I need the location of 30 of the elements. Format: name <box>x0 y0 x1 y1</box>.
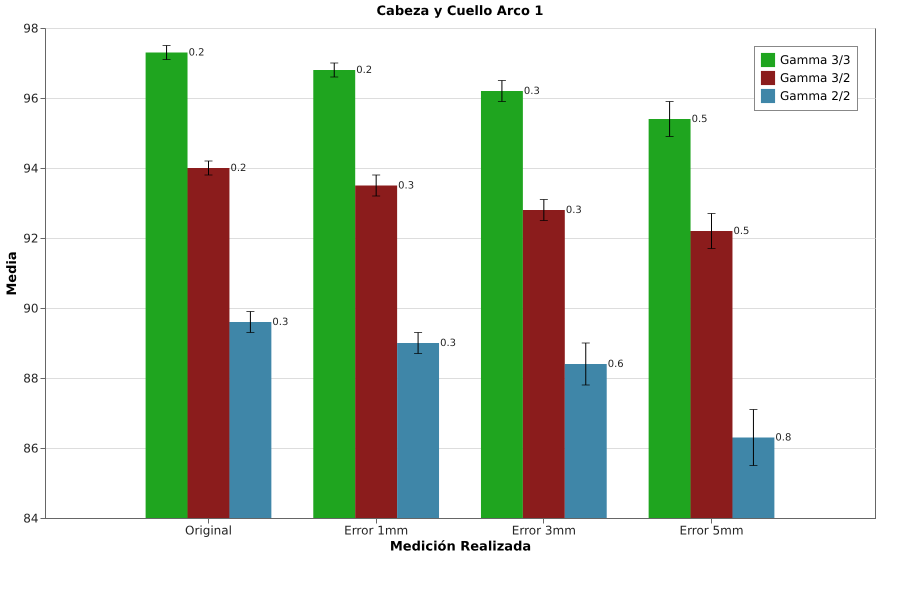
legend-label: Gamma 3/3 <box>780 53 851 67</box>
annotation: 0.3 <box>566 205 582 216</box>
annotation: 0.8 <box>775 432 792 444</box>
annotation: 0.3 <box>272 317 288 328</box>
annotation: 0.2 <box>230 163 246 174</box>
annotation: 0.3 <box>440 338 456 349</box>
x-tick-label: Original <box>185 524 232 538</box>
y-tick-label: 96 <box>23 92 38 106</box>
y-tick-label: 86 <box>23 442 38 456</box>
legend-label: Gamma 2/2 <box>780 89 851 103</box>
annotation: 0.3 <box>398 180 414 192</box>
annotation: 0.5 <box>692 114 708 125</box>
x-tick-label: Error 5mm <box>679 524 744 538</box>
legend-label: Gamma 3/2 <box>780 71 851 85</box>
y-tick-label: 98 <box>23 22 38 36</box>
y-tick-label: 88 <box>23 372 38 386</box>
annotation: 0.2 <box>356 65 372 76</box>
annotation: 0.2 <box>188 48 204 58</box>
y-tick-label: 90 <box>23 302 38 316</box>
chart-title: Cabeza y Cuello Arco 1 <box>376 4 544 19</box>
y-tick-label: 84 <box>23 512 38 526</box>
y-tick-label: 94 <box>23 162 38 176</box>
y-tick-label: 92 <box>23 232 38 246</box>
y-axis-title: Media <box>5 251 20 296</box>
x-tick-label: Error 3mm <box>512 524 576 538</box>
x-tick-label: Error 1mm <box>344 524 408 538</box>
annotation: 0.3 <box>524 86 540 97</box>
annotation: 0.6 <box>608 359 624 370</box>
x-axis-title: Medición Realizada <box>390 540 532 554</box>
annotation: 0.5 <box>734 226 750 237</box>
